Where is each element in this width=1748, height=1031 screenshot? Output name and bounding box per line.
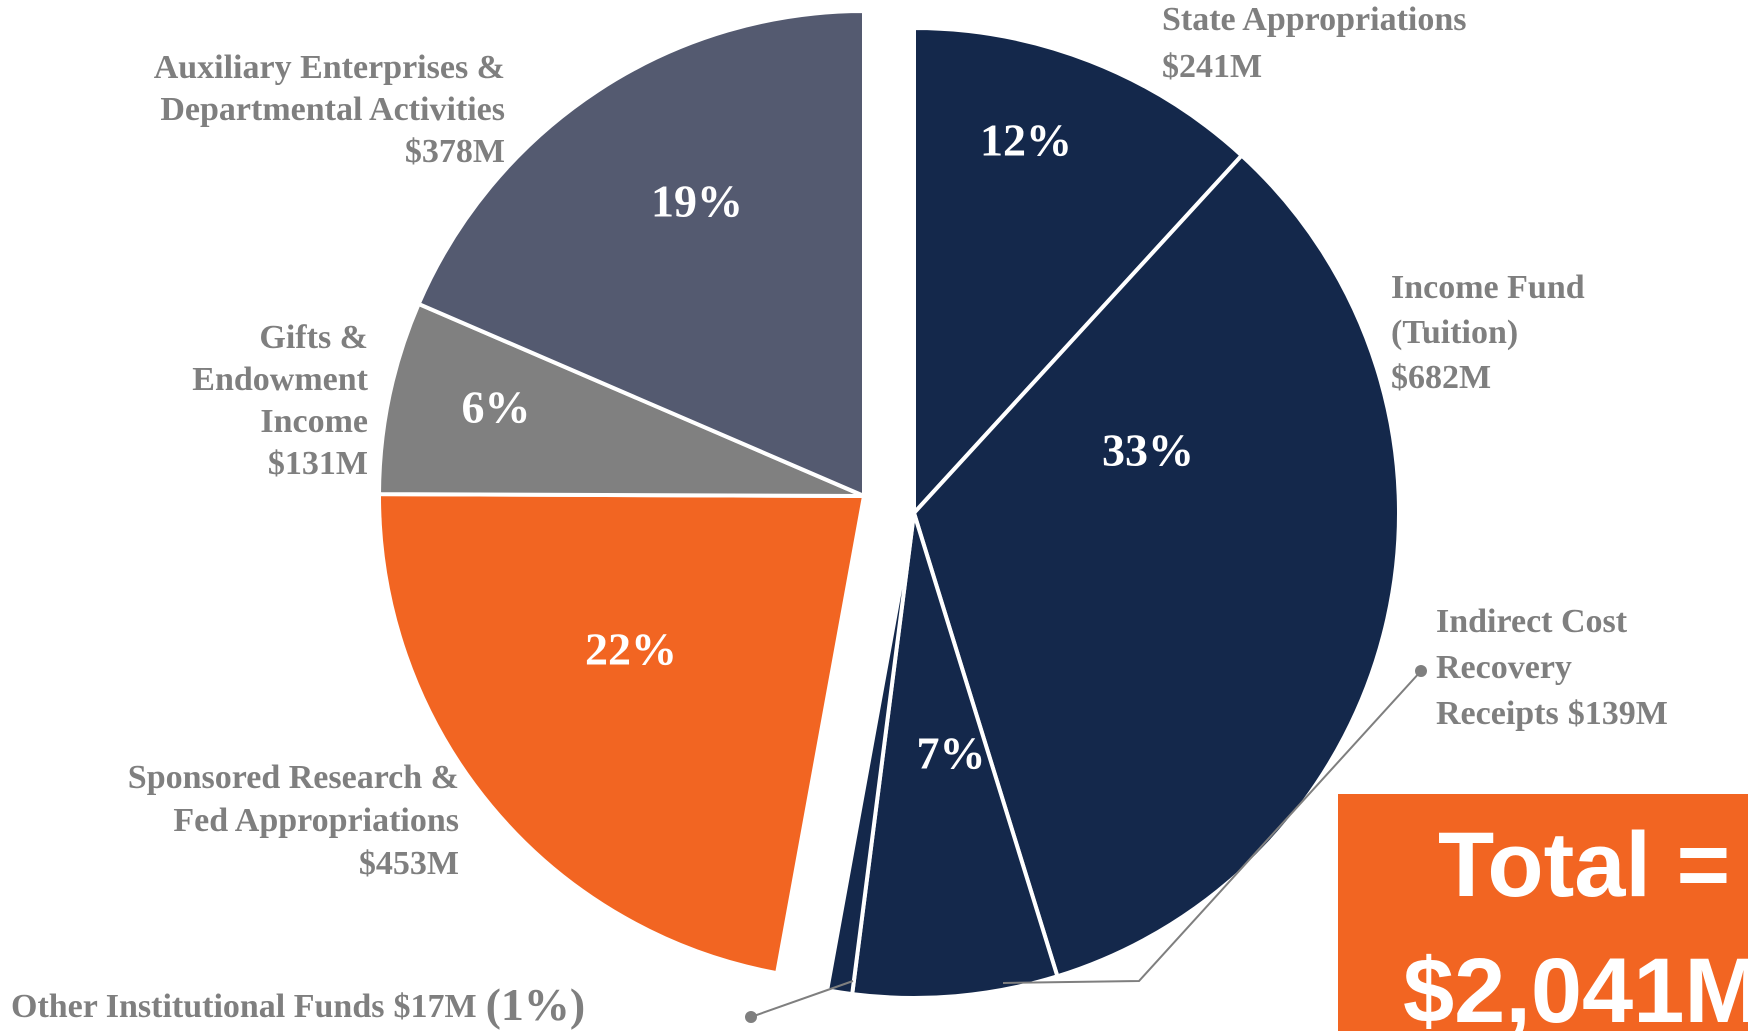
slice-label: State Appropriations [1162,1,1466,38]
slice [416,9,866,498]
slice-label: Departmental Activities [160,91,505,128]
category-label: Recovery [1436,649,1572,686]
category-label: Departmental Activities [160,91,505,128]
slice [912,26,1244,515]
slice-label: Other Institutional Funds $17M (1%) [11,979,585,1030]
total-prefix: Total = [1438,814,1730,916]
leader-dot [745,1011,757,1023]
percent-label: 12% [980,115,1072,166]
total-value: $2,041M [1403,940,1748,1031]
leader-dot [1415,665,1427,677]
percent-label: (1%) [486,979,586,1030]
percent-label: 7% [917,728,986,779]
leader-line [1002,670,1422,984]
labels: State Appropriations $241M 12% Income Fund (… [11,1,1668,1030]
slice [912,153,1401,979]
slice-label: (Tuition) [1391,314,1518,351]
percent-label: 19% [651,176,743,227]
slice [850,511,1060,1000]
slice [377,492,866,976]
category-label: Auxiliary Enterprises & [154,49,505,86]
slice-label: Income Fund [1391,269,1585,306]
category-label: Endowment [192,361,368,398]
value-label: $682M [1391,359,1491,396]
leader-line [750,980,854,1018]
total-box [1338,794,1748,1031]
slice-label: Income [260,403,368,440]
slice-label: Endowment [192,361,368,398]
percent-label: 22% [585,624,677,675]
category-label: Income [260,403,368,440]
value-label: $453M [359,845,459,882]
pie [377,9,1401,1000]
value-label: $131M [268,445,368,482]
percent-label: 33% [1102,425,1194,476]
slice-label: Fed Appropriations [173,802,459,839]
value-label: $17M [393,988,476,1025]
slice-label: Auxiliary Enterprises & [154,49,505,86]
category-label: Gifts & [259,319,368,356]
slice-label: Sponsored Research & [128,759,459,796]
slice-label: Receipts $139M [1436,695,1668,732]
slice-label: Recovery [1436,649,1572,686]
slice-label: Indirect Cost [1436,603,1628,640]
value-label: $139M [1568,695,1668,732]
category-label: Income Fund [1391,269,1585,306]
value-label: $241M [1162,48,1262,85]
category-label: Fed Appropriations [173,802,459,839]
category-label: Sponsored Research & [128,759,459,796]
category-label: Other Institutional Funds [11,988,384,1025]
category-label: (Tuition) [1391,314,1518,351]
category-label: Receipts [1436,695,1559,732]
value-label: $378M [405,133,505,170]
slice-label: Gifts & [259,319,368,356]
percent-label: 6% [462,382,531,433]
slice [377,301,866,498]
category-label: State Appropriations [1162,1,1466,38]
category-label: Indirect Cost [1436,603,1628,640]
